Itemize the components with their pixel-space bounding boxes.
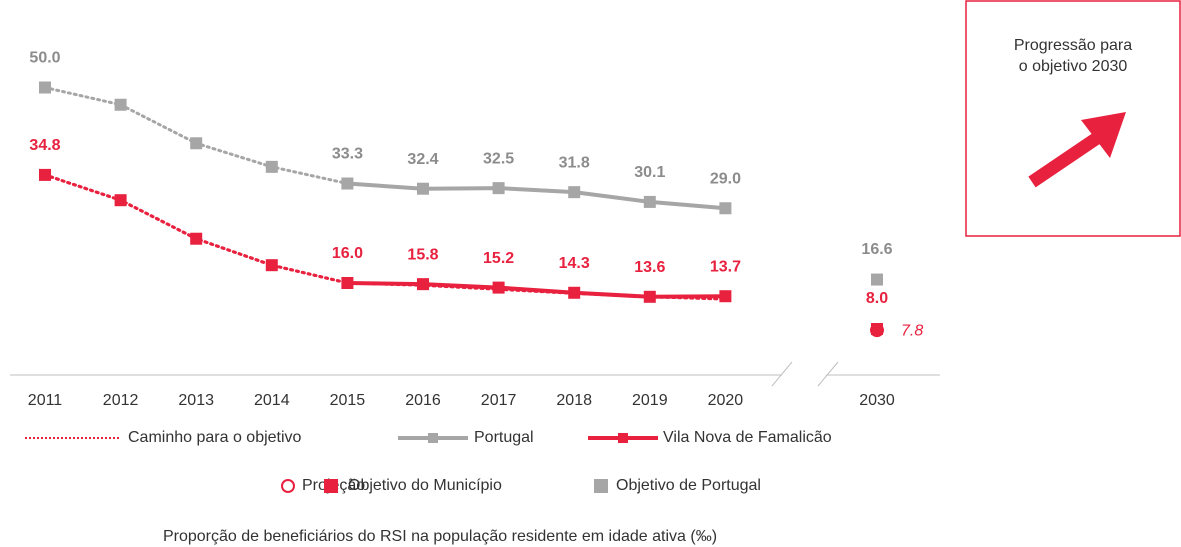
value-label: 31.8 — [559, 154, 590, 171]
marker — [643, 195, 656, 208]
marker — [643, 290, 656, 303]
series-line-dotted — [43, 173, 349, 285]
legend-label: Objetivo do Município — [348, 477, 502, 494]
series-line — [347, 281, 726, 299]
x-tick-label: 2015 — [330, 392, 366, 409]
marker — [190, 232, 203, 245]
value-label: 32.4 — [407, 151, 438, 168]
value-label: 15.8 — [407, 246, 438, 263]
value-label: 30.1 — [634, 164, 665, 181]
box-text: Progressão para — [1014, 37, 1132, 54]
value-label: 32.5 — [483, 150, 514, 167]
value-label: 16.6 — [861, 241, 892, 258]
legend-marker — [594, 479, 608, 493]
legend-label: Objetivo de Portugal — [616, 477, 761, 494]
marker — [265, 259, 278, 272]
x-tick-label: 2018 — [556, 392, 592, 409]
legend-label: Vila Nova de Famalicão — [663, 429, 832, 446]
value-label: 7.8 — [901, 322, 923, 339]
x-tick-label: 2014 — [254, 392, 290, 409]
x-tick-label: 2013 — [178, 392, 214, 409]
legend-marker — [428, 433, 438, 443]
marker — [871, 273, 883, 286]
x-axis-label: Proporção de beneficiários do RSI na pop… — [163, 528, 717, 545]
value-label: 15.2 — [483, 250, 514, 267]
value-label: 13.7 — [710, 258, 741, 275]
marker — [341, 177, 354, 190]
value-label: 14.3 — [559, 255, 590, 272]
marker — [341, 277, 354, 289]
marker — [417, 182, 429, 195]
legend-marker — [324, 479, 338, 493]
x-tick-label: 2012 — [103, 392, 139, 409]
value-label: 50.0 — [29, 50, 60, 67]
value-label: 8.0 — [866, 290, 888, 307]
legend-marker — [281, 479, 295, 493]
legend-label: Portugal — [474, 429, 534, 446]
marker — [39, 81, 51, 94]
value-label: 16.0 — [332, 245, 363, 262]
legend-label: Caminho para o objetivo — [128, 429, 302, 446]
axis-break — [817, 361, 839, 387]
legend-marker — [618, 433, 628, 443]
value-label: 29.0 — [710, 170, 741, 187]
value-label: 33.3 — [332, 146, 363, 163]
marker — [492, 281, 505, 294]
progress-arrow — [1028, 112, 1126, 188]
value-label: 13.6 — [634, 259, 665, 276]
marker — [190, 137, 203, 150]
marker — [719, 290, 732, 303]
marker — [568, 286, 581, 299]
value-label: 34.8 — [29, 137, 60, 154]
marker — [265, 160, 278, 173]
x-tick-label: 2020 — [708, 392, 744, 409]
x-tick-label: 2019 — [632, 392, 668, 409]
marker — [417, 278, 429, 291]
series-line-dotted — [43, 86, 349, 186]
marker — [114, 98, 127, 111]
progress-box — [965, 0, 1181, 237]
marker — [871, 323, 883, 335]
axis-break — [771, 361, 793, 387]
x-tick-label: 2011 — [28, 392, 63, 409]
box-text: o objetivo 2030 — [1019, 58, 1128, 75]
marker — [39, 168, 51, 181]
series-line — [43, 173, 727, 301]
marker — [114, 194, 127, 207]
marker — [719, 202, 732, 215]
series-line — [347, 181, 726, 211]
x-tick-label: 2030 — [859, 392, 895, 409]
x-tick-label: 2017 — [481, 392, 517, 409]
marker — [492, 182, 505, 195]
marker — [568, 186, 581, 199]
x-tick-label: 2016 — [405, 392, 441, 409]
